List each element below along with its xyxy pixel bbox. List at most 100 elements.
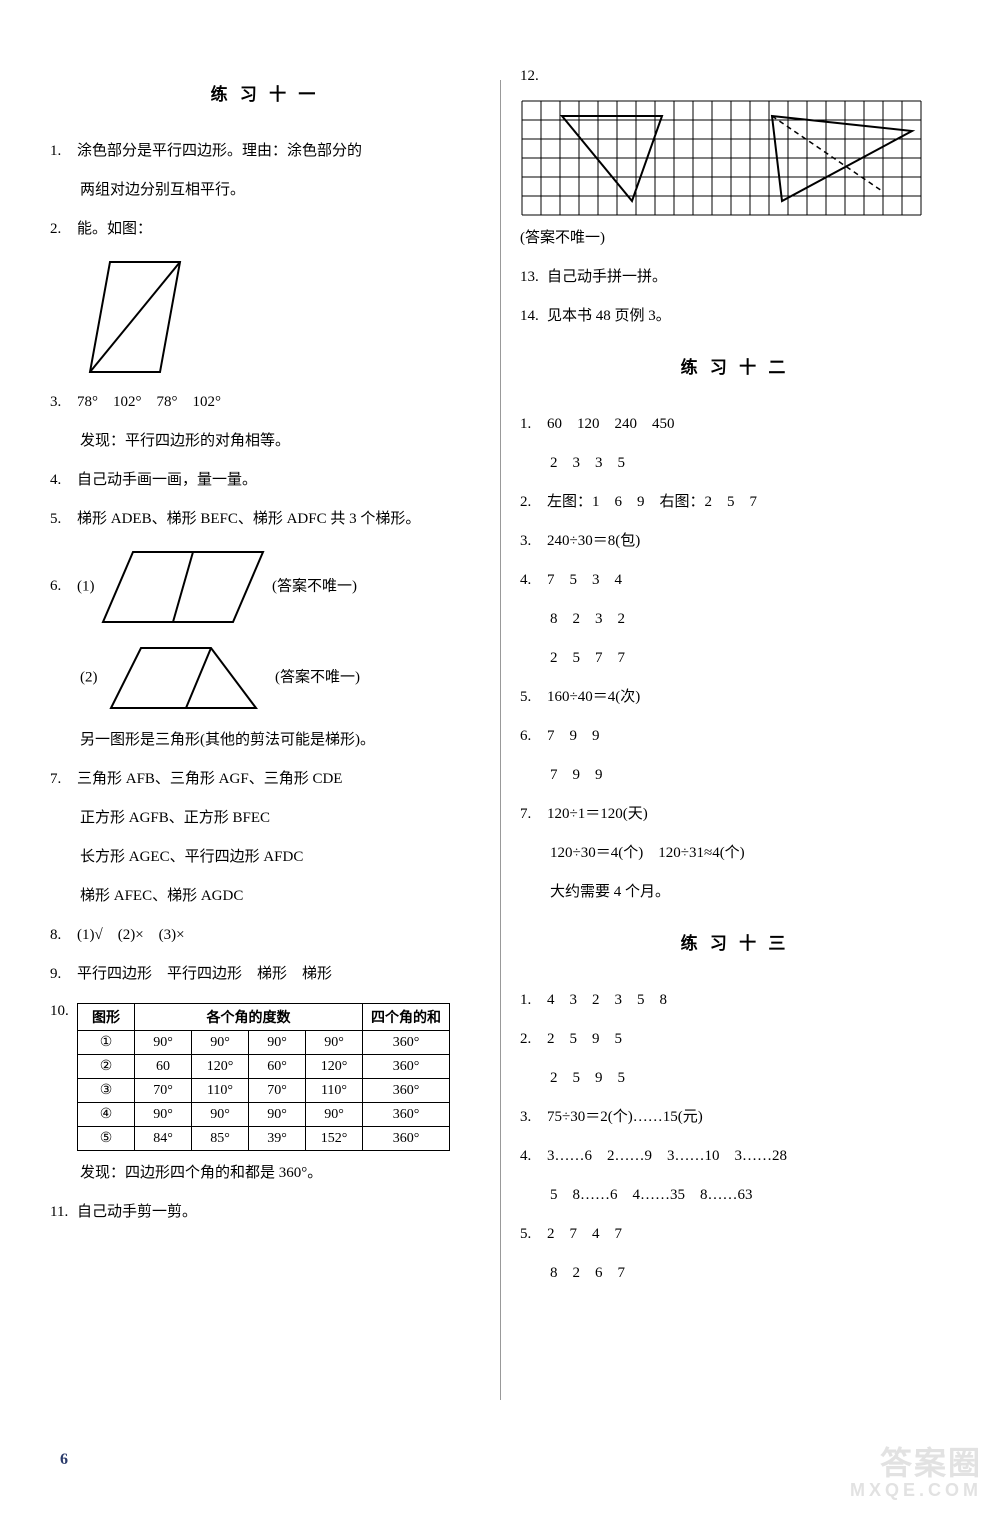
table-cell: 360° (363, 1127, 450, 1151)
q6-note1: (答案不唯一) (272, 578, 357, 594)
q14-num: 14. (520, 300, 547, 333)
table-cell: ③ (78, 1079, 135, 1103)
q5-num: 5. (50, 503, 77, 536)
table-cell: 90° (306, 1031, 363, 1055)
q11-num: 11. (50, 1196, 77, 1229)
q10-table: 图形 各个角的度数 四个角的和 ①90°90°90°90°360°②60120°… (77, 1003, 450, 1151)
q5-line: 5.梯形 ADEB、梯形 BEFC、梯形 ADFC 共 3 个梯形。 (50, 503, 480, 536)
q9-text: 平行四边形 平行四边形 梯形 梯形 (77, 966, 332, 982)
p13-q1-num: 1. (520, 984, 547, 1017)
left-column: 练 习 十 一 1.涂色部分是平行四边形。理由：涂色部分的 两组对边分别互相平行… (50, 60, 480, 1296)
q7-l3: 长方形 AGEC、平行四边形 AFDC (50, 841, 480, 874)
q10-text: 发现：四边形四个角的和都是 360°。 (50, 1157, 480, 1190)
q6-figure-1 (98, 542, 268, 632)
table-cell: 90° (192, 1031, 249, 1055)
q9-line: 9.平行四边形 平行四边形 梯形 梯形 (50, 958, 480, 991)
p13-q4-num: 4. (520, 1140, 547, 1173)
q1-num: 1. (50, 135, 77, 168)
table-cell: 90° (249, 1103, 306, 1127)
table-cell: 110° (306, 1079, 363, 1103)
p13-q1-text: 4 3 2 3 5 8 (547, 992, 667, 1008)
table-cell: 120° (306, 1055, 363, 1079)
p12-q5: 5.160÷40＝4(次) (520, 681, 950, 714)
p13-q4-t1: 3……6 2……9 3……10 3……28 (547, 1148, 787, 1164)
table-cell: 110° (192, 1079, 249, 1103)
q6-p2: (2) (答案不唯一) (50, 638, 480, 718)
q13-text: 自己动手拼一拼。 (547, 269, 667, 285)
watermark: 答案圈 MXQE.COM (850, 1446, 982, 1501)
p12-q6-t1: 7 9 9 (547, 728, 600, 744)
page-number: 6 (60, 1451, 68, 1469)
p12-q1-num: 1. (520, 408, 547, 441)
p12-q3-num: 3. (520, 525, 547, 558)
p12-q2-num: 2. (520, 486, 547, 519)
q11-line: 11.自己动手剪一剪。 (50, 1196, 480, 1229)
q7-l4: 梯形 AFEC、梯形 AGDC (50, 880, 480, 913)
q12-num-line: 12. (520, 60, 950, 93)
table-cell: 60° (249, 1055, 306, 1079)
p12-q7-t1: 120÷1＝120(天) (547, 806, 648, 822)
q7-l1: 7.三角形 AFB、三角形 AGF、三角形 CDE (50, 763, 480, 796)
table-cell: ④ (78, 1103, 135, 1127)
q8-num: 8. (50, 919, 77, 952)
table-cell: 84° (135, 1127, 192, 1151)
table-cell: 90° (192, 1103, 249, 1127)
p13-q1: 1.4 3 2 3 5 8 (520, 984, 950, 1017)
p12-q7-l2: 120÷30＝4(个) 120÷31≈4(个) (520, 837, 950, 870)
p12-q4-l1: 4.7 5 3 4 (520, 564, 950, 597)
p12-q5-text: 160÷40＝4(次) (547, 689, 640, 705)
table-cell: 360° (363, 1055, 450, 1079)
right-column: 12. (答案不唯一) 13.自己动手拼一拼。 14.见本书 48 页例 3。 … (520, 60, 950, 1296)
p12-q3-text: 240÷30＝8(包) (547, 533, 640, 549)
table-cell: 360° (363, 1079, 450, 1103)
q7-t1: 三角形 AFB、三角形 AGF、三角形 CDE (77, 771, 342, 787)
q1-line2: 两组对边分别互相平行。 (50, 174, 480, 207)
p12-q4-l2: 8 2 3 2 (520, 603, 950, 636)
q2-text: 能。如图： (77, 221, 152, 237)
q12-num: 12. (520, 68, 539, 84)
p13-q3-text: 75÷30＝2(个)……15(元) (547, 1109, 703, 1125)
p12-q7-num: 7. (520, 798, 547, 831)
p12-q1-l2: 2 3 3 5 (520, 447, 950, 480)
q7-l2: 正方形 AGFB、正方形 BFEC (50, 802, 480, 835)
q7-num: 7. (50, 763, 77, 796)
q6-p2-label: (2) (80, 669, 98, 685)
table-row: ②60120°60°120°360° (78, 1055, 450, 1079)
p13-q5-num: 5. (520, 1218, 547, 1251)
table-cell: ② (78, 1055, 135, 1079)
table-cell: 60 (135, 1055, 192, 1079)
q13-num: 13. (520, 261, 547, 294)
title-13: 练 习 十 三 (520, 929, 950, 954)
p12-q4-t1: 7 5 3 4 (547, 572, 622, 588)
p13-q5-t1: 2 7 4 7 (547, 1226, 622, 1242)
q6-figure-2 (101, 638, 271, 718)
q5-text: 梯形 ADEB、梯形 BEFC、梯形 ADFC 共 3 个梯形。 (77, 511, 420, 527)
p12-q2: 2.左图：1 6 9 右图：2 5 7 (520, 486, 950, 519)
table-cell: 90° (249, 1031, 306, 1055)
q10-num: 10. (50, 997, 77, 1020)
th-shape: 图形 (78, 1004, 135, 1031)
q12-note: (答案不唯一) (520, 222, 950, 255)
p13-q2-l2: 2 5 9 5 (520, 1062, 950, 1095)
q13-line: 13.自己动手拼一拼。 (520, 261, 950, 294)
table-row: ③70°110°70°110°360° (78, 1079, 450, 1103)
table-row: ④90°90°90°90°360° (78, 1103, 450, 1127)
title-11: 练 习 十 一 (50, 80, 480, 105)
q6-p1-label: (1) (77, 578, 95, 594)
q6-num: 6. (50, 570, 77, 603)
q4-text: 自己动手画一画，量一量。 (77, 472, 257, 488)
table-cell: 70° (135, 1079, 192, 1103)
p13-q3-num: 3. (520, 1101, 547, 1134)
q3-text: 78° 102° 78° 102° (77, 394, 221, 410)
table-cell: 39° (249, 1127, 306, 1151)
table-cell: 360° (363, 1031, 450, 1055)
q12-grid (520, 99, 923, 217)
p12-q4-l3: 2 5 7 7 (520, 642, 950, 675)
table-cell: ⑤ (78, 1127, 135, 1151)
p12-q6-l1: 6.7 9 9 (520, 720, 950, 753)
p13-q4-l2: 5 8……6 4……35 8……63 (520, 1179, 950, 1212)
q14-text: 见本书 48 页例 3。 (547, 308, 671, 324)
q2-figure (80, 252, 190, 382)
q3-line2: 发现：平行四边形的对角相等。 (50, 425, 480, 458)
p12-q6-num: 6. (520, 720, 547, 753)
